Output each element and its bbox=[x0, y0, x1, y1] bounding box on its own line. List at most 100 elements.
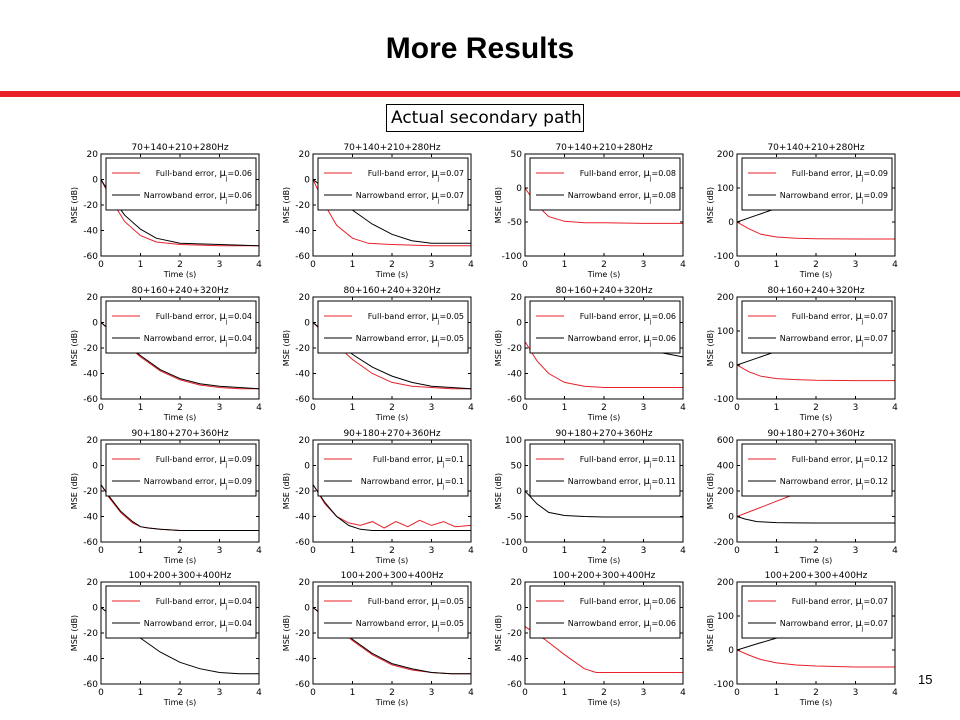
legend-label: Narrowband error, bbox=[356, 334, 432, 343]
chart-title: 90+180+270+360Hz bbox=[555, 429, 652, 439]
chart-title: 90+180+270+360Hz bbox=[343, 429, 440, 439]
y-tick-label: -20 bbox=[83, 201, 98, 211]
legend-mu-value: =0.05 bbox=[439, 312, 464, 321]
series-line-1 bbox=[525, 341, 683, 388]
legend-label: Narrowband error, bbox=[144, 191, 220, 200]
legend-entry: Narrowband error, μj=0.07 bbox=[356, 190, 464, 204]
legend-box bbox=[317, 300, 469, 354]
x-tick-label: 2 bbox=[389, 546, 395, 556]
legend-mu-value: =0.06 bbox=[651, 334, 676, 343]
x-axis-label: Time (s) bbox=[163, 413, 197, 422]
legend-label: Full-band error, bbox=[580, 597, 644, 606]
y-tick-label: -60 bbox=[507, 395, 522, 405]
legend-entry: Narrowband error, μj=0.07 bbox=[780, 618, 888, 632]
x-tick-label: 1 bbox=[562, 260, 568, 270]
mu-subscript: j bbox=[437, 340, 440, 347]
x-tick-label: 3 bbox=[853, 403, 859, 413]
y-tick-label: 20 bbox=[299, 150, 311, 160]
y-tick-label: -40 bbox=[83, 227, 98, 237]
mu-subscript: j bbox=[649, 175, 652, 182]
mu-symbol: μ bbox=[855, 618, 862, 629]
y-tick-label: 50 bbox=[511, 150, 523, 160]
legend-label: Narrowband error, bbox=[568, 334, 644, 343]
legend-entry: Narrowband error, μj=0.05 bbox=[356, 333, 464, 347]
legend-mu-value: =0.09 bbox=[863, 169, 888, 178]
x-tick-label: 1 bbox=[562, 403, 568, 413]
legend-mu-value: =0.09 bbox=[227, 455, 252, 464]
y-tick-label: 400 bbox=[717, 462, 734, 472]
series-line-2 bbox=[313, 484, 471, 531]
x-axis-label: Time (s) bbox=[375, 556, 409, 565]
mu-subscript: j bbox=[861, 340, 864, 347]
legend-entry: Full-band error, μj=0.06 bbox=[580, 596, 676, 610]
legend-entry: Narrowband error, μj=0.06 bbox=[568, 618, 676, 632]
x-axis-label: Time (s) bbox=[375, 413, 409, 422]
series-line-1 bbox=[737, 649, 895, 668]
legend-box bbox=[105, 585, 257, 639]
mu-subscript: j bbox=[649, 461, 652, 468]
chart-panel-14: 0 1 2 3 4 -60 -40 -20 0 20 100+200+300+400Hz Time (… bbox=[282, 571, 474, 707]
x-tick-label: 4 bbox=[892, 260, 898, 270]
mu-subscript: j bbox=[649, 197, 652, 204]
x-tick-label: 3 bbox=[853, 260, 859, 270]
y-tick-label: -60 bbox=[295, 680, 310, 690]
mu-symbol: μ bbox=[855, 311, 862, 322]
mu-subscript: j bbox=[649, 483, 652, 490]
y-tick-label: -50 bbox=[507, 513, 522, 523]
chart-title: 80+160+240+320Hz bbox=[131, 286, 228, 296]
y-tick-label: 0 bbox=[304, 176, 310, 186]
x-tick-label: 3 bbox=[641, 546, 647, 556]
y-tick-label: 20 bbox=[87, 578, 99, 588]
chart-title: 100+200+300+400Hz bbox=[553, 571, 656, 581]
legend-box bbox=[529, 585, 681, 639]
y-tick-label: -40 bbox=[507, 370, 522, 380]
legend-entry: Narrowband error, μj=0.04 bbox=[144, 333, 252, 347]
series-line-1 bbox=[737, 221, 895, 240]
x-tick-label: 1 bbox=[774, 260, 780, 270]
legend-mu-value: =0.07 bbox=[439, 169, 464, 178]
x-tick-label: 0 bbox=[522, 688, 528, 698]
x-tick-label: 3 bbox=[429, 688, 435, 698]
legend-mu-value: =0.11 bbox=[651, 477, 676, 486]
x-tick-label: 1 bbox=[562, 546, 568, 556]
x-tick-label: 4 bbox=[892, 546, 898, 556]
legend-label: Full-band error, bbox=[156, 169, 220, 178]
y-tick-label: -40 bbox=[83, 370, 98, 380]
x-tick-label: 0 bbox=[98, 260, 104, 270]
legend-entry: Full-band error, μj=0.04 bbox=[156, 311, 252, 325]
x-tick-label: 2 bbox=[177, 260, 183, 270]
x-tick-label: 4 bbox=[468, 688, 474, 698]
legend-entry: Full-band error, μj=0.06 bbox=[580, 311, 676, 325]
legend-label: Full-band error, bbox=[156, 597, 220, 606]
legend-label: Full-band error, bbox=[792, 169, 856, 178]
mu-symbol: μ bbox=[855, 190, 862, 201]
y-axis-label: MSE (dB) bbox=[494, 615, 503, 651]
mu-subscript: j bbox=[861, 603, 864, 610]
x-tick-label: 4 bbox=[892, 688, 898, 698]
y-tick-label: 20 bbox=[511, 293, 523, 303]
legend-mu-value: =0.06 bbox=[651, 597, 676, 606]
x-axis-label: Time (s) bbox=[799, 413, 833, 422]
legend-label: Full-band error, bbox=[368, 312, 432, 321]
y-tick-label: 100 bbox=[717, 184, 734, 194]
mu-subscript: j bbox=[225, 625, 228, 632]
mu-symbol: μ bbox=[431, 190, 438, 201]
y-tick-label: 0 bbox=[728, 646, 734, 656]
legend-mu-value: =0.07 bbox=[863, 334, 888, 343]
legend-entry: Full-band error, μj=0.07 bbox=[368, 168, 464, 182]
legend-box bbox=[105, 157, 257, 211]
chart-title: 70+140+210+280Hz bbox=[343, 143, 440, 153]
legend-label: Full-band error, bbox=[368, 169, 432, 178]
y-axis-label: MSE (dB) bbox=[70, 615, 79, 651]
legend-label: Full-band error, bbox=[792, 312, 856, 321]
y-tick-label: -40 bbox=[83, 513, 98, 523]
legend-label: Narrowband error, bbox=[144, 334, 220, 343]
legend-box bbox=[741, 157, 893, 211]
mu-symbol: μ bbox=[855, 596, 862, 607]
y-tick-label: 20 bbox=[299, 293, 311, 303]
mu-subscript: j bbox=[437, 625, 440, 632]
